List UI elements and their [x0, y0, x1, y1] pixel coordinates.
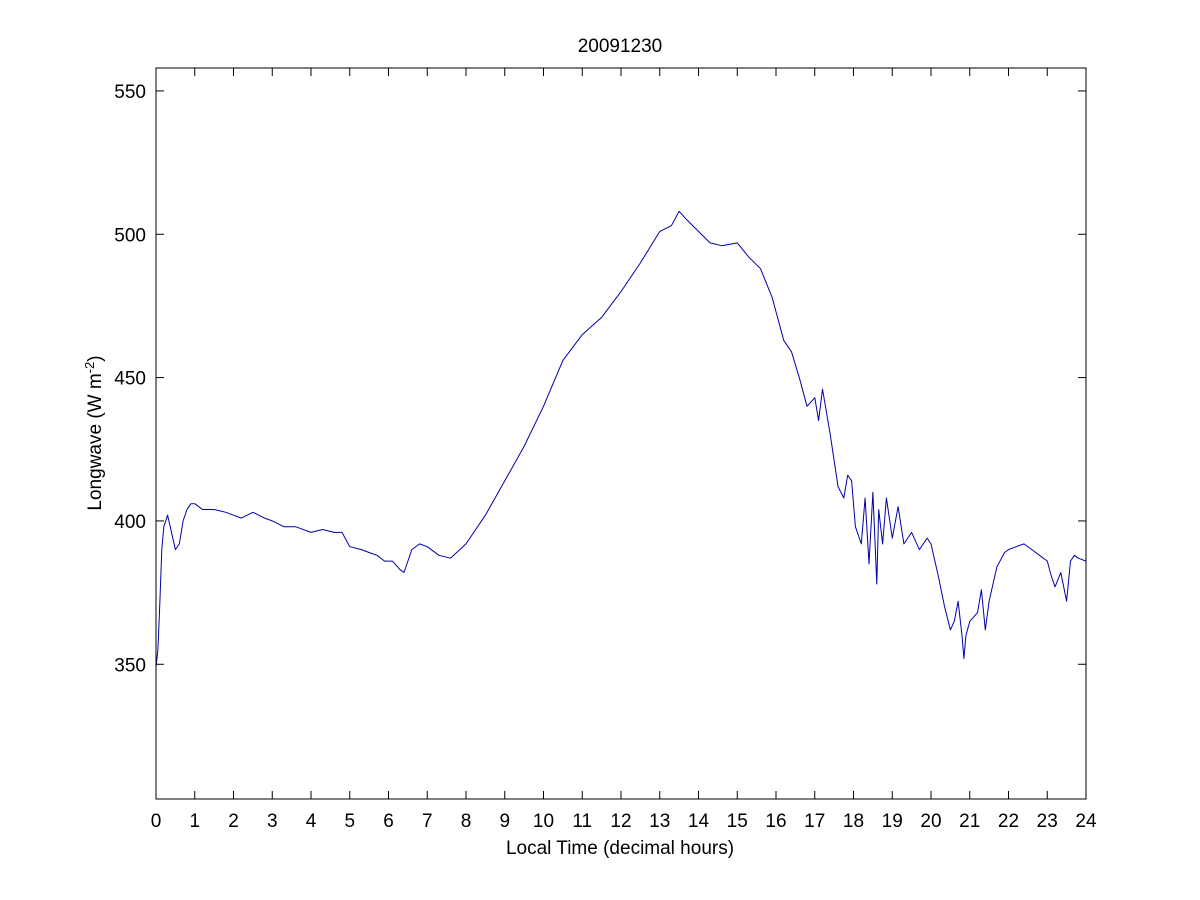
- x-tick-label: 11: [572, 811, 592, 832]
- x-tick-label: 4: [306, 811, 317, 832]
- x-tick-label: 12: [610, 811, 631, 832]
- x-tick-label: 14: [688, 811, 710, 832]
- x-tick-label: 3: [267, 811, 278, 832]
- x-tick-label: 20: [920, 811, 941, 832]
- x-tick-label: 8: [461, 811, 472, 832]
- x-tick-label: 9: [499, 811, 510, 832]
- data-layer: [155, 210, 1087, 668]
- x-tick-label: 6: [383, 811, 394, 832]
- y-axis-title-superscript: -2: [82, 362, 97, 374]
- x-tick-label: 16: [765, 811, 786, 832]
- x-axis: 0 1 2 3 4 5 6 7 8 9 10 11 12 13 14 15 16 17 18 19 20 21 22 23 24: [151, 68, 1097, 832]
- x-tick-label: 23: [1037, 811, 1058, 832]
- x-tick-label: 17: [804, 811, 825, 832]
- y-tick-label: 550: [114, 82, 146, 103]
- x-tick-label: 19: [882, 811, 903, 832]
- x-tick-label: 22: [998, 811, 1019, 832]
- y-axis-title: Longwave (W m-2): [82, 355, 107, 510]
- x-tick-label: 0: [151, 811, 162, 832]
- x-tick-label: 24: [1075, 811, 1097, 832]
- x-tick-label: 18: [843, 811, 864, 832]
- y-axis-title-end: ): [85, 355, 106, 361]
- y-axis: 350 400 450 500 550: [114, 82, 1086, 676]
- chart-title: 20091230: [578, 36, 663, 57]
- x-tick-label: 21: [959, 811, 980, 832]
- x-tick-label: 15: [727, 811, 748, 832]
- x-tick-label: 7: [422, 811, 433, 832]
- x-axis-title: Local Time (decimal hours): [506, 838, 734, 859]
- y-tick-label: 450: [114, 369, 146, 390]
- x-tick-label: 5: [344, 811, 355, 832]
- x-tick-label: 2: [228, 811, 239, 832]
- x-tick-label: 1: [189, 811, 200, 832]
- plot-area: 0 1 2 3 4 5 6 7 8 9 10 11 12 13 14 15 16 17 18 19 20 21 22 23 24…: [114, 67, 1097, 832]
- y-tick-label: 500: [114, 225, 146, 246]
- y-tick-label: 350: [114, 655, 146, 676]
- x-tick-label: 10: [533, 811, 554, 832]
- x-tick-label: 13: [649, 811, 670, 832]
- y-axis-title-base: Longwave (W m: [85, 373, 106, 510]
- y-tick-label: 400: [114, 512, 146, 533]
- series-line: [155, 210, 1087, 668]
